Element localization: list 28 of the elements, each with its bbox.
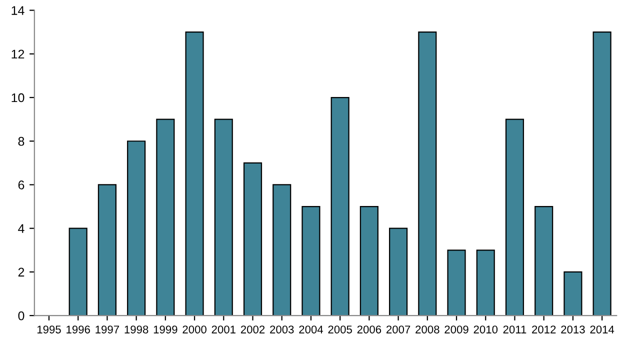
x-tick-label: 1995 (37, 326, 61, 334)
y-tick-label: 14 (12, 6, 24, 15)
x-tick-label: 2011 (503, 326, 526, 334)
x-tick-label: 2004 (299, 326, 323, 334)
y-tick-label: 6 (18, 180, 24, 190)
x-tick-label: 2013 (561, 326, 585, 334)
x-tick-label: 2006 (357, 326, 382, 334)
x-tick-label: 1999 (154, 326, 178, 334)
x-tick-label: 2000 (182, 326, 206, 334)
x-tick-label: 1997 (96, 326, 120, 334)
y-tick-label: 8 (18, 136, 24, 146)
y-tick-label: 12 (12, 50, 24, 58)
y-tick-label: 10 (12, 93, 24, 102)
y-tick-label: 4 (18, 224, 24, 233)
x-tick-label: 2014 (590, 326, 614, 334)
x-tick-label: 2007 (386, 326, 410, 334)
x-tick-label: 2010 (474, 326, 498, 334)
y-tick-label: 2 (18, 268, 24, 276)
x-tick-label: 2003 (270, 326, 294, 334)
x-tick-label: 2005 (328, 326, 352, 334)
x-tick-label: 2002 (240, 326, 265, 334)
x-tick-label: 1998 (124, 326, 148, 334)
y-tick-label: 0 (18, 311, 24, 320)
x-tick-label: 1996 (66, 326, 90, 334)
x-tick-label: 2012 (532, 326, 556, 334)
x-tick-label: 2001 (212, 326, 236, 334)
x-tick-label: 2009 (444, 326, 468, 334)
x-tick-label: 2008 (416, 326, 440, 334)
